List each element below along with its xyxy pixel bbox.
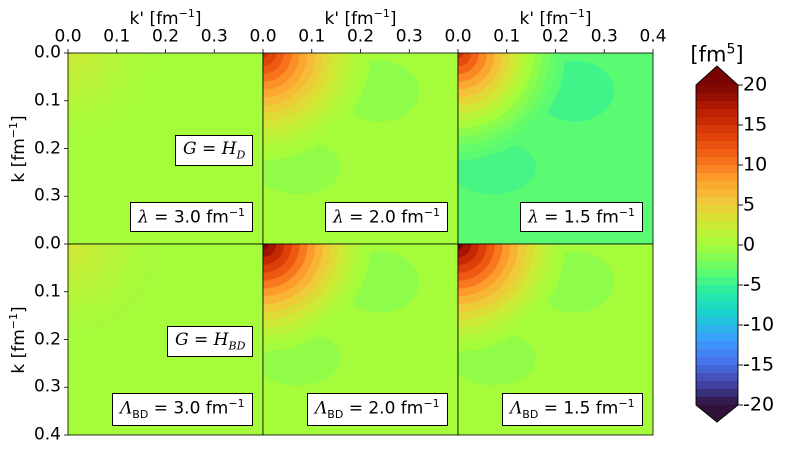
- peak-contour: [68, 244, 73, 249]
- colorbar-band: [696, 357, 738, 366]
- x-axis-label: k' [fm−1]: [324, 7, 397, 29]
- colorbar-band: [696, 221, 738, 230]
- colorbar-tick-label: 0: [743, 233, 756, 256]
- colorbar-band: [696, 397, 738, 406]
- panel-param-label: ΛBD = 2.0 fm−1: [307, 393, 448, 427]
- panel-param-label: ΛBD = 3.0 fm−1: [112, 393, 253, 427]
- colorbar-band: [696, 173, 738, 182]
- x-tick-label: 0.2: [151, 26, 180, 47]
- colorbar-band: [696, 269, 738, 278]
- colorbar-tick-label: 10: [743, 153, 768, 176]
- x-tick-label: 0.2: [346, 26, 375, 47]
- colorbar-band: [696, 229, 738, 238]
- colorbar-band: [696, 157, 738, 166]
- panel-param-label: λ = 1.5 fm−1: [520, 202, 644, 233]
- panel-param-label: λ = 2.0 fm−1: [325, 202, 449, 233]
- y-tick-label: 0.2: [33, 329, 61, 349]
- peak-contour: [458, 244, 464, 250]
- colorbar-extend-bottom: [696, 405, 738, 422]
- colorbar-band: [696, 101, 738, 110]
- colorbar-band: [696, 309, 738, 318]
- colorbar-band: [696, 85, 738, 94]
- x-tick-label: 0.1: [493, 26, 521, 47]
- colorbar-band: [696, 197, 738, 206]
- y-tick-label: 0.3: [33, 185, 61, 206]
- row-label-1: G = HBD: [167, 326, 254, 358]
- colorbar-band: [696, 213, 738, 222]
- colorbar-band: [696, 389, 738, 398]
- y-axis-label: k [fm−1]: [7, 114, 29, 183]
- colorbar-band: [696, 301, 738, 310]
- colorbar-band: [696, 245, 738, 254]
- x-axis-label: k' [fm−1]: [519, 7, 592, 29]
- y-axis-label: k [fm−1]: [7, 305, 29, 374]
- colorbar-band: [696, 341, 738, 350]
- panels-layer: [67, 52, 654, 436]
- colorbar-band: [696, 109, 738, 118]
- x-tick-label: 0.4: [639, 26, 667, 47]
- colorbar-band: [696, 189, 738, 198]
- colorbar-band: [696, 133, 738, 142]
- y-tick-label: 0.4: [33, 424, 61, 445]
- colorbar-band: [696, 333, 738, 342]
- colorbar-band: [696, 149, 738, 158]
- peak-contour: [263, 53, 269, 59]
- colorbar-extend-top: [696, 66, 738, 85]
- colorbar-band: [696, 317, 738, 326]
- colorbar-tick-label: 15: [743, 113, 768, 136]
- panel-param-label: ΛBD = 1.5 fm−1: [502, 393, 643, 427]
- colorbar-tick-label: -20: [743, 393, 775, 416]
- colorbar-title: [fm5]: [690, 41, 744, 67]
- y-tick-label: 0.1: [33, 281, 61, 302]
- colorbar-band: [696, 181, 738, 190]
- panel-param-label: λ = 3.0 fm−1: [130, 202, 254, 233]
- colorbar-tick-label: 20: [743, 73, 768, 96]
- colorbar-band: [696, 125, 738, 134]
- colorbar-tick-label: 5: [743, 193, 756, 216]
- x-tick-label: 0.0: [444, 26, 472, 47]
- x-tick-label: 0.1: [103, 26, 131, 47]
- colorbar-band: [696, 261, 738, 270]
- colorbar-layer: [695, 65, 743, 423]
- colorbar-band: [696, 277, 738, 286]
- y-tick-label: 0.0: [33, 42, 61, 63]
- colorbar-tick-label: -10: [743, 313, 775, 336]
- x-tick-label: 0.1: [298, 26, 326, 47]
- colorbar-band: [696, 285, 738, 294]
- colorbar-band: [696, 349, 738, 358]
- colorbar-tick-label: -5: [743, 273, 762, 296]
- colorbar-band: [696, 117, 738, 126]
- colorbar-band: [696, 93, 738, 102]
- colorbar-band: [696, 165, 738, 174]
- colorbar-tick-label: -15: [743, 353, 775, 376]
- colorbar-band: [696, 253, 738, 262]
- colorbar-band: [696, 365, 738, 374]
- colorbar-band: [696, 205, 738, 214]
- y-tick-label: 0.1: [33, 90, 61, 111]
- colorbar-band: [696, 237, 738, 246]
- colorbar-band: [696, 381, 738, 390]
- x-tick-label: 0.3: [590, 26, 618, 47]
- colorbar-band: [696, 373, 738, 382]
- x-tick-label: 0.3: [200, 26, 228, 47]
- x-tick-label: 0.0: [249, 26, 277, 47]
- y-tick-label: 0.2: [33, 138, 61, 158]
- colorbar-band: [696, 141, 738, 150]
- peak-contour: [263, 244, 269, 250]
- colorbar-band: [696, 325, 738, 334]
- x-tick-label: 0.0: [54, 26, 82, 47]
- colorbar-band: [696, 293, 738, 302]
- peak-contour: [68, 53, 73, 58]
- y-tick-label: 0.3: [33, 376, 61, 397]
- peak-contour: [458, 53, 464, 59]
- panel-frame: [457, 243, 654, 436]
- x-tick-label: 0.2: [541, 26, 570, 47]
- row-label-0: G = HD: [175, 135, 254, 167]
- x-tick-label: 0.3: [395, 26, 423, 47]
- y-tick-label: 0.0: [33, 233, 61, 254]
- x-axis-label: k' [fm−1]: [129, 7, 202, 29]
